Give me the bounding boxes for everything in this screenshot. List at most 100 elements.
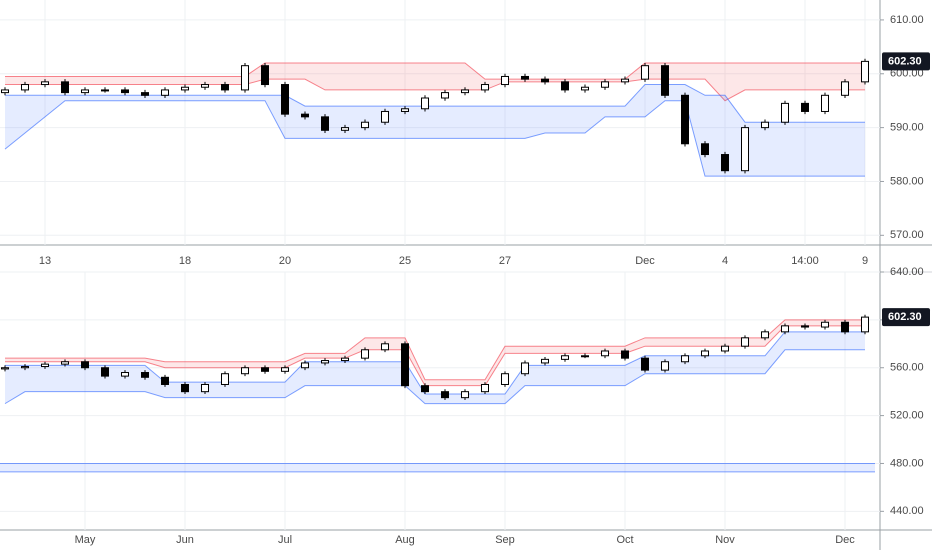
candle-body: [641, 357, 649, 371]
cloud-band: [5, 84, 865, 177]
cloud-edge: [4, 349, 865, 405]
x-tick-label: 25: [399, 255, 411, 267]
candle-body: [541, 358, 549, 364]
candle-body: [761, 331, 769, 339]
candle-body: [681, 94, 689, 145]
candle-body: [741, 127, 749, 172]
x-tick-label: Jun: [176, 534, 194, 546]
candle-body: [141, 372, 149, 378]
candle-body: [581, 86, 589, 91]
x-tick-label: Sep: [495, 534, 515, 546]
candle-body: [1, 367, 9, 370]
cloud-edge: [5, 62, 865, 80]
candle-body: [281, 367, 289, 372]
candle-body: [261, 367, 269, 372]
candle-body: [461, 89, 469, 94]
candle-body: [501, 373, 509, 385]
candle-body: [801, 325, 809, 328]
candle-body: [161, 89, 169, 96]
candle-body: [621, 350, 629, 359]
x-tick-label: 14:00: [791, 255, 819, 267]
candle-body: [441, 92, 449, 99]
candle-body: [21, 84, 29, 91]
candle-body: [421, 385, 429, 393]
candle-body: [21, 366, 29, 369]
candle-body: [361, 349, 369, 359]
candle-body: [781, 325, 789, 333]
candle-body: [201, 84, 209, 88]
candle-body: [601, 350, 609, 357]
candle-body: [161, 376, 169, 385]
candle-body: [781, 102, 789, 123]
candle-body: [321, 116, 329, 131]
last-price-box: [882, 52, 930, 71]
x-tick-label: Jul: [278, 534, 292, 546]
candle-body: [381, 343, 389, 351]
candle-body: [61, 361, 69, 365]
candle-body: [241, 367, 249, 375]
cloud-edge: [5, 331, 865, 395]
candle-body: [701, 143, 709, 156]
candle-body: [61, 81, 69, 94]
candle-body: [681, 355, 689, 363]
x-tick-label: Dec: [835, 534, 855, 546]
x-tick-label: 13: [39, 255, 51, 267]
candle-body: [101, 89, 109, 92]
candle-body: [821, 94, 829, 112]
candle-body: [301, 113, 309, 118]
candle-body: [841, 81, 849, 96]
y-tick-label: 610.00: [890, 14, 924, 26]
last-price-box: [882, 308, 930, 327]
cloud-band: [0, 463, 875, 472]
candle-body: [701, 350, 709, 357]
candle-body: [401, 343, 409, 387]
candle-body: [321, 360, 329, 364]
candle-body: [181, 383, 189, 393]
candle-body: [861, 60, 869, 83]
candle-body: [541, 78, 549, 83]
candle-body: [41, 363, 49, 368]
candle-body: [421, 97, 429, 110]
candle-body: [301, 362, 309, 369]
x-tick-label: Oct: [616, 534, 633, 546]
candle-body: [761, 121, 769, 129]
cloud-band: [5, 319, 865, 386]
candle-body: [481, 84, 489, 91]
candle-body: [121, 89, 129, 94]
candle-body: [801, 102, 809, 112]
candle-body: [241, 65, 249, 91]
candle-body: [441, 391, 449, 399]
candle-body: [221, 84, 229, 91]
candle-body: [561, 355, 569, 360]
x-tick-label: 9: [862, 255, 868, 267]
candle-body: [221, 373, 229, 385]
candle-body: [141, 92, 149, 96]
last-price-label: 602.30: [888, 55, 922, 67]
candle-body: [501, 75, 509, 86]
y-tick-label: 590.00: [890, 122, 924, 134]
candle-body: [661, 65, 669, 96]
candle-body: [81, 361, 89, 369]
last-price-label: 602.30: [888, 311, 922, 323]
candle-body: [361, 121, 369, 129]
candle-body: [81, 89, 89, 94]
candle-body: [521, 362, 529, 375]
candle-body: [821, 321, 829, 328]
candle-body: [201, 383, 209, 393]
candle-body: [641, 65, 649, 80]
candle-body: [1, 89, 9, 94]
y-tick-label: 560.00: [890, 362, 924, 374]
x-tick-label: 18: [179, 255, 191, 267]
candle-body: [101, 367, 109, 377]
candle-body: [741, 337, 749, 347]
candle-body: [841, 321, 849, 333]
candle-body: [281, 84, 289, 115]
x-tick-label: 4: [722, 255, 728, 267]
candle-body: [561, 81, 569, 91]
y-tick-label: 600.00: [890, 68, 924, 80]
x-tick-label: 20: [279, 255, 291, 267]
candle-body: [341, 127, 349, 131]
y-tick-label: 440.00: [890, 505, 924, 517]
candle-body: [661, 361, 669, 371]
